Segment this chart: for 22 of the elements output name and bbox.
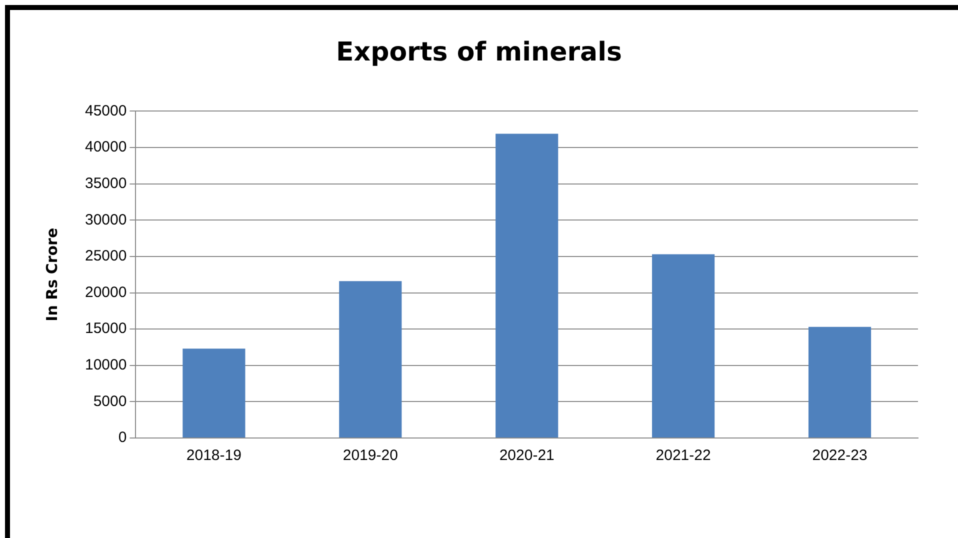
y-tick-label: 10000	[84, 356, 127, 374]
bar	[652, 254, 715, 438]
y-tick-label: 40000	[84, 138, 127, 156]
y-tick-label: 20000	[84, 284, 127, 301]
x-tick-label: 2018-19	[186, 447, 242, 464]
x-tick-label: 2022-23	[812, 447, 868, 464]
y-tick-label: 15000	[84, 320, 127, 338]
bar	[496, 134, 558, 438]
x-tick-label: 2020-21	[499, 447, 554, 464]
bar	[182, 348, 246, 438]
y-tick-label: 5000	[93, 392, 127, 410]
y-tick-label: 45000	[84, 102, 127, 120]
chart-title: Exports of minerals	[336, 37, 622, 68]
y-tick-label: 30000	[84, 211, 127, 228]
y-tick-label: 35000	[84, 174, 127, 192]
x-tick-label: 2021-22	[656, 447, 711, 464]
bar	[339, 281, 402, 438]
bar	[808, 326, 872, 438]
y-tick-label: 0	[118, 429, 127, 446]
y-axis-title: In Rs Crore	[42, 228, 61, 322]
y-tick-label: 25000	[84, 248, 127, 265]
x-tick-label: 2019-20	[342, 447, 398, 464]
